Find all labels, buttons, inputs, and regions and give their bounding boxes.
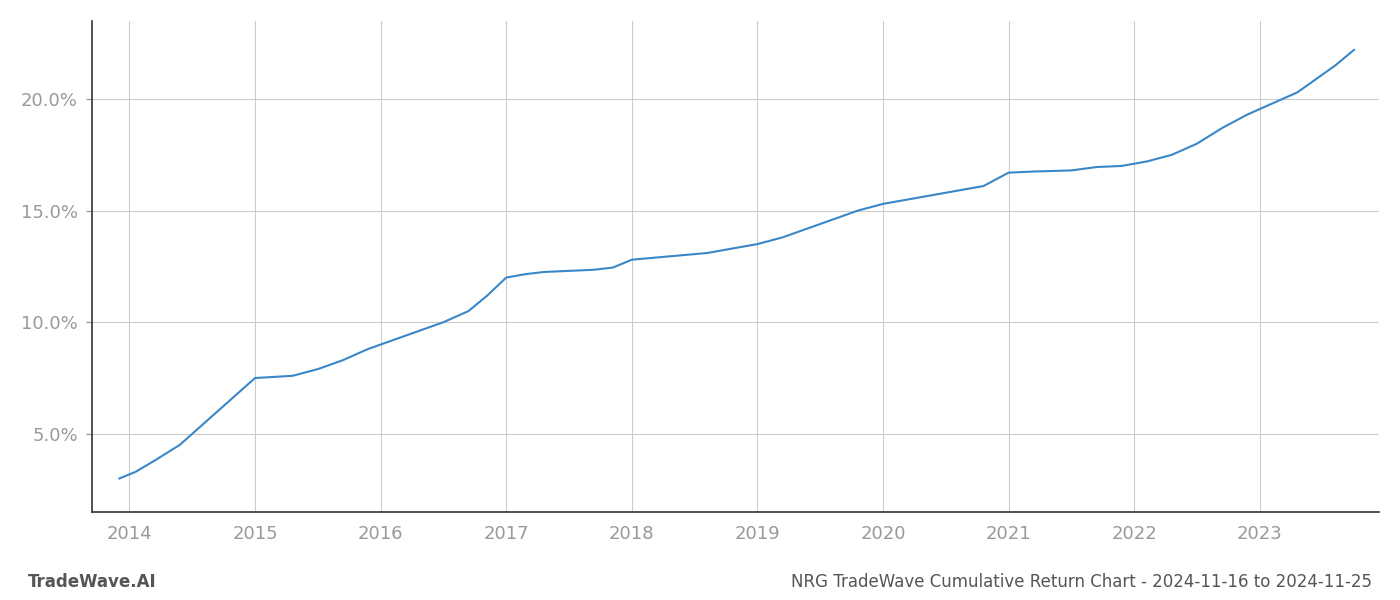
- Text: TradeWave.AI: TradeWave.AI: [28, 573, 157, 591]
- Text: NRG TradeWave Cumulative Return Chart - 2024-11-16 to 2024-11-25: NRG TradeWave Cumulative Return Chart - …: [791, 573, 1372, 591]
